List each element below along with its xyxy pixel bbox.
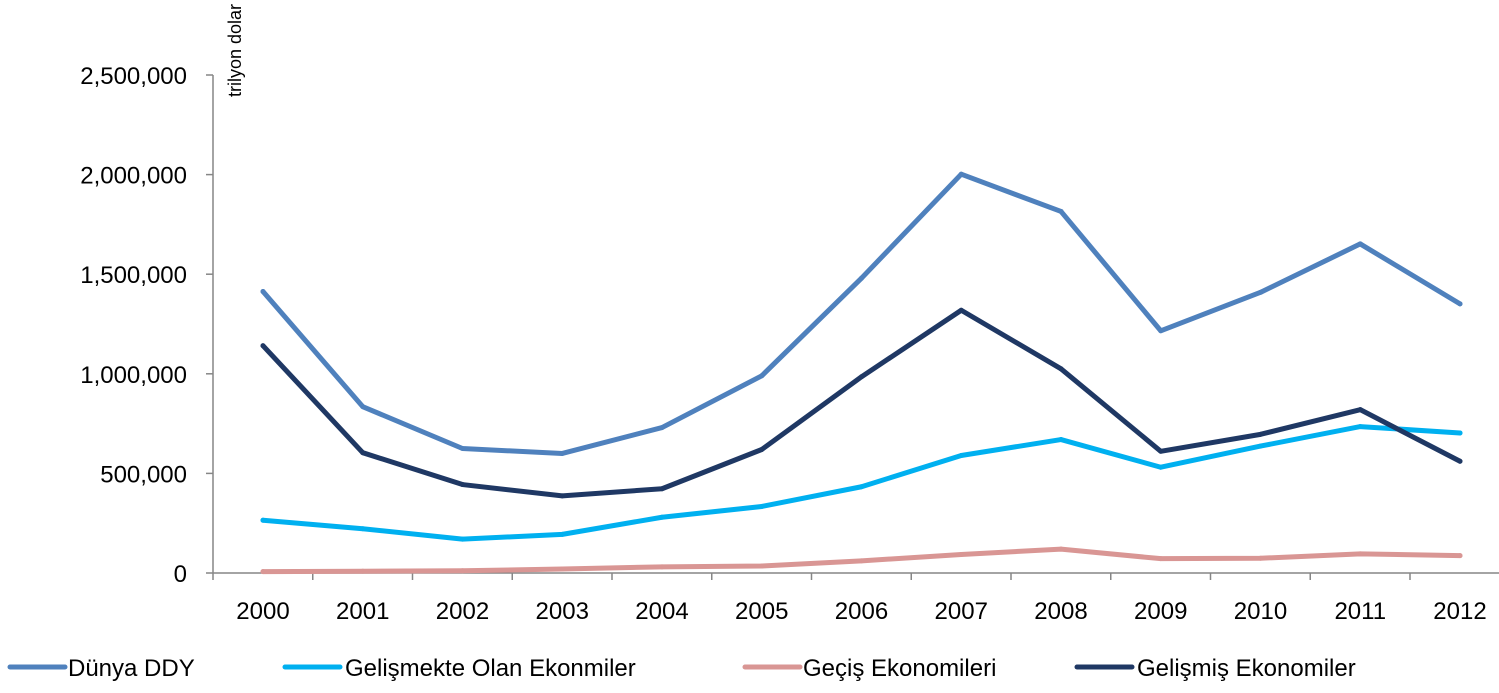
legend-item: Geçiş Ekonomileri xyxy=(742,655,996,682)
data-point xyxy=(460,536,465,542)
data-point xyxy=(859,558,864,564)
data-point xyxy=(659,564,665,570)
data-point xyxy=(360,526,366,532)
x-tick-label: 2007 xyxy=(935,598,988,625)
series-0 xyxy=(260,171,1463,456)
data-point xyxy=(1457,430,1463,436)
legend-item: Gelişmekte Olan Ekonmiler xyxy=(282,655,636,682)
data-point xyxy=(659,514,665,520)
x-tick-label: 2009 xyxy=(1134,598,1187,625)
data-point xyxy=(759,563,765,569)
data-point xyxy=(958,307,964,313)
data-point xyxy=(460,568,465,574)
data-point xyxy=(559,566,565,572)
data-point xyxy=(1357,407,1363,413)
series-line xyxy=(260,307,1463,499)
x-tick-label: 2010 xyxy=(1234,598,1287,625)
data-point xyxy=(1457,458,1463,464)
y-tick-label: 500,000 xyxy=(100,461,187,488)
legend: Dünya DDY Gelişmekte Olan Ekonmiler Geçiş … xyxy=(7,655,1356,682)
data-point xyxy=(958,171,964,177)
series-line xyxy=(260,171,1463,456)
data-point xyxy=(659,486,665,492)
x-tick-label: 2002 xyxy=(436,598,489,625)
data-point xyxy=(1158,556,1164,562)
data-point xyxy=(360,568,366,574)
legend-label: Gelişmekte Olan Ekonmiler xyxy=(345,655,636,682)
series-line xyxy=(260,424,1463,542)
data-point xyxy=(1158,448,1164,454)
data-point xyxy=(1158,328,1164,334)
data-point xyxy=(859,374,864,380)
data-point xyxy=(1258,443,1263,449)
data-point xyxy=(1258,555,1263,561)
data-point xyxy=(260,343,266,349)
data-point xyxy=(1457,553,1463,559)
data-point xyxy=(260,289,266,295)
y-tick-label: 1,500,000 xyxy=(80,262,187,289)
data-point xyxy=(360,450,366,456)
data-point xyxy=(958,452,964,458)
data-point xyxy=(1058,208,1064,214)
data-point xyxy=(1357,551,1363,557)
data-point xyxy=(360,404,366,410)
y-tick-label: 2,500,000 xyxy=(80,63,187,90)
x-tick-label: 2003 xyxy=(536,598,589,625)
data-point xyxy=(659,425,665,431)
data-point xyxy=(260,517,266,523)
data-point xyxy=(1258,431,1263,437)
x-tick-label: 2004 xyxy=(635,598,688,625)
data-point xyxy=(958,551,964,557)
axes: 0 500,000 1,000,000 1,500,000 2,000,000 2,500… xyxy=(80,4,1499,625)
y-tick-label: 1,000,000 xyxy=(80,362,187,389)
y-axis-label: trilyon dolar xyxy=(225,4,245,97)
series-lines xyxy=(260,171,1463,575)
data-point xyxy=(460,482,465,488)
x-tick-label: 2012 xyxy=(1433,598,1486,625)
data-point xyxy=(559,531,565,537)
legend-item: Dünya DDY xyxy=(7,655,195,682)
x-tick-label: 2000 xyxy=(236,598,289,625)
data-point xyxy=(759,446,765,452)
data-point xyxy=(1058,437,1064,443)
data-point xyxy=(1058,546,1064,552)
x-tick-label: 2005 xyxy=(735,598,788,625)
data-point xyxy=(859,484,864,490)
data-point xyxy=(759,373,765,379)
data-point xyxy=(1457,301,1463,307)
y-tick-label: 0 xyxy=(174,561,187,588)
data-point xyxy=(559,493,565,499)
series-2 xyxy=(260,546,1463,575)
data-point xyxy=(1058,366,1064,372)
data-point xyxy=(1357,424,1363,430)
data-point xyxy=(1258,289,1263,295)
x-tick-label: 2011 xyxy=(1334,598,1386,625)
series-3 xyxy=(260,307,1463,499)
legend-label: Dünya DDY xyxy=(68,655,195,682)
series-1 xyxy=(260,424,1463,542)
x-tick-label: 2008 xyxy=(1034,598,1087,625)
legend-label: Geçiş Ekonomileri xyxy=(803,655,996,682)
data-point xyxy=(460,446,465,451)
data-point xyxy=(559,450,565,456)
x-tick-label: 2006 xyxy=(835,598,888,625)
legend-item: Gelişmiş Ekonomiler xyxy=(1074,655,1356,682)
legend-label: Gelişmiş Ekonomiler xyxy=(1137,655,1356,682)
data-point xyxy=(859,275,864,281)
data-point xyxy=(759,503,765,509)
x-tick-label: 2001 xyxy=(336,598,389,625)
y-tick-label: 2,000,000 xyxy=(80,163,187,190)
data-point xyxy=(1158,464,1164,470)
data-point xyxy=(260,569,266,575)
data-point xyxy=(1357,241,1363,247)
